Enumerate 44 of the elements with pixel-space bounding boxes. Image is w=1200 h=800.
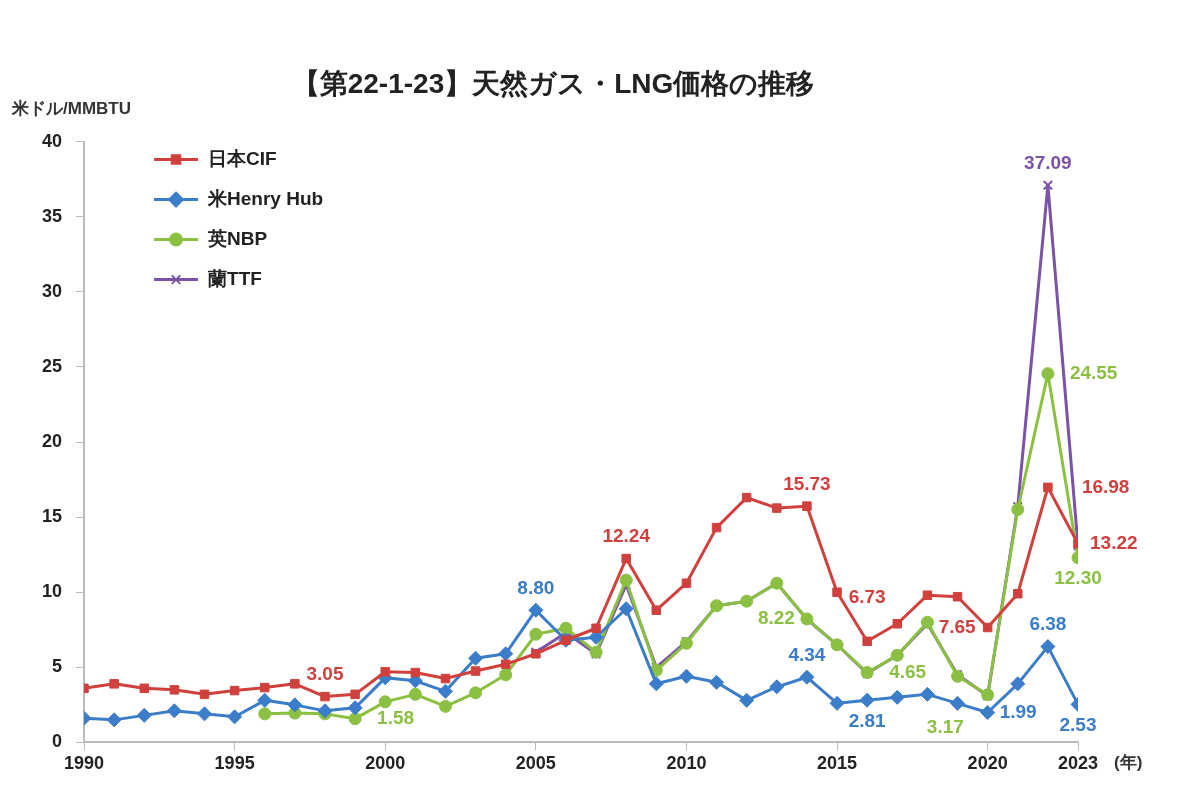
data-label: 8.80 bbox=[517, 576, 555, 598]
y-axis-title: 米ドル/MMBTU bbox=[11, 98, 131, 118]
data-label: 3.17 bbox=[926, 716, 964, 738]
x-tick-label: 2020 bbox=[967, 753, 1008, 774]
data-label: 1.58 bbox=[377, 706, 415, 728]
x-tick-label: 2023 bbox=[1057, 753, 1099, 774]
chart-title: 【第22-1-23】天然ガス・LNG価格の推移 bbox=[291, 67, 815, 99]
data-label: 6.38 bbox=[1029, 613, 1067, 635]
data-label: 1.99 bbox=[999, 700, 1037, 722]
x-tick-label: 1995 bbox=[214, 753, 255, 774]
y-tick-label: 5 bbox=[52, 656, 63, 677]
y-tick-label: 35 bbox=[41, 205, 63, 226]
y-tick-label: 20 bbox=[41, 430, 63, 451]
y-tick-label: 30 bbox=[41, 280, 63, 301]
data-label: 4.34 bbox=[788, 643, 826, 665]
data-label: 24.55 bbox=[1069, 361, 1118, 383]
x-axis-title: (年) bbox=[1114, 752, 1143, 772]
data-label: 7.65 bbox=[938, 615, 977, 637]
y-tick-label: 40 bbox=[41, 130, 63, 151]
legend-label: 米Henry Hub bbox=[207, 187, 324, 209]
y-tick-label: 15 bbox=[41, 506, 63, 527]
x-tick-label: 2000 bbox=[365, 753, 406, 774]
data-label: 15.73 bbox=[783, 472, 831, 494]
data-label: 12.30 bbox=[1054, 567, 1102, 589]
data-label: 8.22 bbox=[757, 607, 795, 629]
y-tick-label: 0 bbox=[52, 731, 63, 752]
x-tick-label: 1990 bbox=[64, 753, 105, 774]
legend-label: 日本CIF bbox=[208, 147, 277, 169]
x-tick-label: 2005 bbox=[515, 753, 556, 774]
data-label: 6.73 bbox=[848, 586, 886, 608]
data-label: 3.05 bbox=[306, 663, 344, 685]
y-tick-label: 10 bbox=[41, 581, 63, 602]
data-label: 4.65 bbox=[889, 660, 927, 682]
y-tick-label: 25 bbox=[41, 355, 63, 376]
x-tick-label: 2010 bbox=[666, 753, 707, 774]
data-label: 2.81 bbox=[848, 709, 887, 731]
legend-label: 英NBP bbox=[207, 227, 268, 249]
legend-label: 蘭TTF bbox=[207, 267, 262, 289]
data-label: 37.09 bbox=[1024, 152, 1072, 174]
data-label: 2.53 bbox=[1059, 714, 1097, 736]
data-label: 16.98 bbox=[1081, 475, 1130, 497]
x-tick-label: 2015 bbox=[817, 753, 858, 774]
data-label: 12.24 bbox=[602, 525, 651, 547]
data-label: 13.22 bbox=[1090, 532, 1138, 554]
